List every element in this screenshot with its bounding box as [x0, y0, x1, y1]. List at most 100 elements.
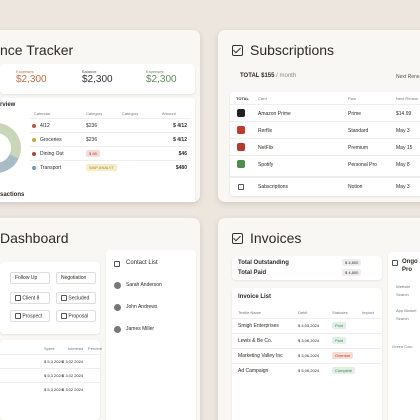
stat-expenses-2-value: $2,300 [146, 74, 177, 85]
wap-badge: WAP ANALYT [86, 164, 118, 171]
transactions-title: sactions [0, 192, 25, 198]
category-swatch [32, 124, 36, 128]
client-item[interactable]: Client 8 [10, 292, 50, 305]
project-item[interactable]: Search [396, 292, 409, 297]
subs-table: TOTAL Card Plan Next Renew Amazon Prime … [230, 92, 420, 196]
checkbox-icon [15, 313, 21, 319]
table-row[interactable]: Smigh Enterprises $ 4,05,2024 Paid [232, 318, 382, 333]
secluded-item[interactable]: Secluded [56, 292, 96, 305]
project-item[interactable]: Website [396, 284, 411, 289]
dashboard-title: Dashboard [0, 230, 69, 246]
contact-item[interactable]: Sarah Anderson [106, 278, 196, 292]
overview-title: rview [0, 102, 16, 108]
total-paid-value: $ 4,800 [342, 269, 362, 276]
invoices-panel: Invoices Total Outstanding $ 4,800 Total… [218, 218, 420, 420]
pipeline-card: Follow Up Negotiation Client 8 Secluded … [0, 262, 100, 334]
ongoing-title: Ongo Pro [402, 259, 418, 273]
green-color-label: Green Colo [392, 344, 413, 349]
amazon-icon [237, 109, 245, 117]
ongoing-projects-card: Ongo Pro Website Search App Market Searc… [388, 252, 420, 420]
checkbox-icon[interactable] [238, 184, 244, 190]
table-row[interactable]: Sabscriptions Notion May 3 [230, 176, 420, 194]
contact-list-card: Contact List Sarah Anderson John Andrews… [106, 250, 196, 420]
table-row[interactable]: Rerflix Standard May 3 [230, 121, 420, 138]
finance-rows: 4/12 $236 $ 4/12 Groceries $236 $ 4/12 D… [30, 118, 191, 182]
col-impact: Impact [362, 310, 375, 315]
checkbox-icon [232, 233, 243, 244]
overview-card: rview Calendar Category Category Amount … [0, 98, 195, 202]
next-renewal-label: Next Rene [396, 74, 420, 80]
table-row[interactable]: Transport WAP ANALYT $480 [30, 160, 191, 174]
col-plan: Plan [348, 96, 357, 101]
invoices-title: Invoices [250, 230, 302, 246]
col-category: Category [86, 111, 103, 116]
dashboard-panel: Dashboard Follow Up Negotiation Client 8… [0, 218, 200, 420]
total-outstanding-value: $ 4,800 [342, 259, 362, 266]
table-row[interactable]: Dining Out $ 88 $46 [30, 146, 191, 160]
invoice-list-title: Invoice List [238, 294, 272, 300]
finance-title: nce Tracker [0, 42, 74, 58]
table-row[interactable]: Lewis & Be Co. $ 3,06,2024 Paid [232, 333, 382, 348]
col-card: Card [258, 96, 267, 101]
col-next: Next Renew [396, 96, 418, 101]
table-row[interactable]: Amazon Prime Prime $14.99 [230, 104, 420, 121]
contact-item[interactable]: James Miller [106, 322, 196, 336]
negotiation-pill[interactable]: Negotiation [56, 272, 96, 284]
project-item[interactable]: Search [396, 316, 409, 321]
table-row[interactable]: Groceries $236 $ 4/12 [30, 132, 191, 146]
col-amount: Amount [162, 111, 176, 116]
col-total: TOTAL [236, 96, 249, 101]
table-row[interactable]: Ad Campaign $ 5,06,2024 Complete [232, 363, 382, 378]
category-swatch [32, 152, 36, 156]
col-calendar: Calendar [34, 111, 51, 116]
finance-tracker-panel: nce Tracker Expenses $2,300 Balance $2,3… [0, 30, 200, 202]
subs-total: TOTAL $155 / month [240, 73, 297, 79]
col-spent: Spent [44, 346, 55, 351]
table-row[interactable]: $ 5,3 2024 $ 3,02 2024 [0, 382, 100, 396]
checkbox-icon [392, 260, 398, 266]
subscriptions-panel: Subscriptions TOTAL $155 / month Next Re… [218, 30, 420, 202]
subscriptions-title: Subscriptions [250, 42, 335, 58]
dashboard-table: Spent Interests Percent $ 5,3 2024 $ 3,0… [0, 340, 102, 420]
stat-balance: Balance $2,300 [82, 69, 113, 85]
col-category-2: Category [122, 111, 139, 116]
table-row[interactable]: Marketing Valley Inc $ 3,06,2024 Overdue [232, 348, 382, 363]
spotify-icon [237, 160, 245, 168]
invoice-list-card: Invoice List Textile Name Debit Statuses… [232, 288, 382, 420]
table-row[interactable]: NetFlix Premium May 15 [230, 138, 420, 155]
checkbox-icon [61, 313, 67, 319]
col-interests: Interests [68, 346, 84, 351]
donut-chart [0, 123, 21, 173]
total-paid-label: Total Paid [238, 270, 267, 276]
checkbox-icon [61, 295, 67, 301]
table-row[interactable]: Spotify Personal Pro May 8 [230, 155, 420, 172]
category-swatch [32, 166, 36, 170]
table-row[interactable]: $ 5,3 2024 $ 3,02 2024 [0, 368, 100, 382]
table-row[interactable]: $ 5,3 2024 $ 3,02 2024 [0, 354, 100, 368]
col-name: Textile Name [238, 310, 262, 315]
total-outstanding-label: Total Outstanding [238, 260, 289, 266]
stat-expenses-2: Expenses $2,300 [146, 69, 177, 85]
contact-item[interactable]: John Andrews [106, 300, 196, 314]
category-swatch [32, 138, 36, 142]
follow-up-pill[interactable]: Follow Up [10, 272, 50, 284]
col-status: Statuses [332, 310, 348, 315]
contact-list-title: Contact List [126, 260, 158, 266]
avatar-icon [114, 304, 121, 311]
netflix-icon [237, 143, 245, 151]
stat-expenses-value: $2,300 [16, 74, 47, 85]
checkbox-icon [15, 295, 21, 301]
finance-stats-bar: Expenses $2,300 Balance $2,300 Expenses … [0, 64, 195, 94]
avatar-icon [114, 282, 121, 289]
netflix-icon [237, 126, 245, 134]
invoice-totals-card: Total Outstanding $ 4,800 Total Paid $ 4… [232, 256, 382, 280]
col-debit: Debit [298, 310, 308, 315]
table-row[interactable]: 4/12 $236 $ 4/12 [30, 118, 191, 132]
stat-balance-value: $2,300 [82, 74, 113, 85]
stat-expenses: Expenses $2,300 [16, 69, 47, 85]
avatar-icon [114, 326, 121, 333]
checkbox-icon [232, 45, 243, 56]
proposal-item[interactable]: Proposal [56, 310, 96, 323]
project-item[interactable]: App Market [396, 308, 417, 313]
prospect-item[interactable]: Prospect [10, 310, 50, 323]
